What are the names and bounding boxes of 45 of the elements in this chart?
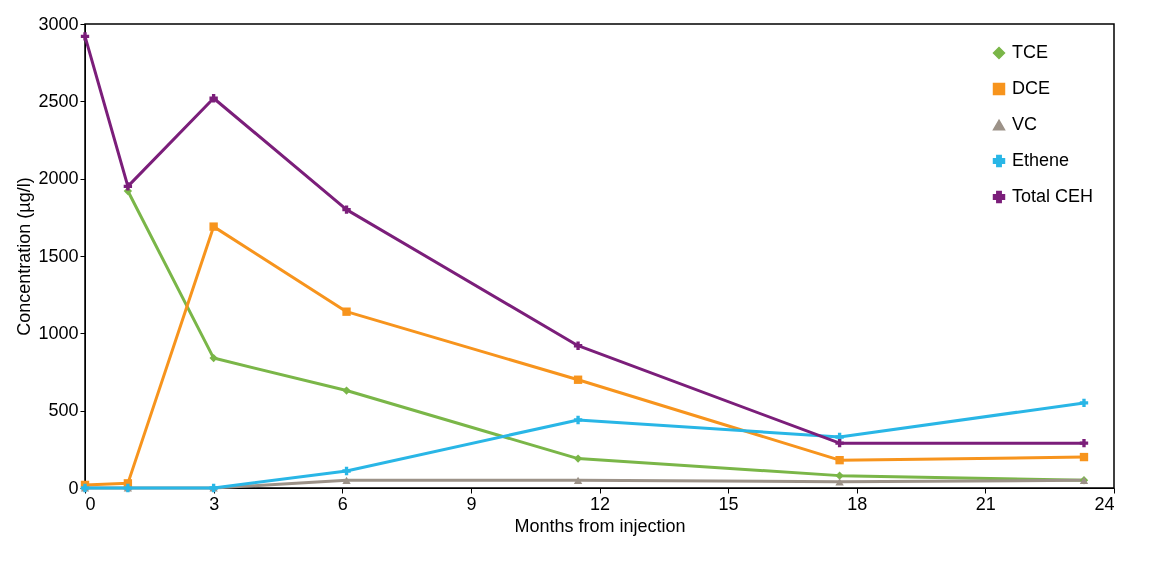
x-tick-label: 15: [718, 493, 739, 514]
point: [573, 454, 583, 463]
y-tick-label: 2500: [38, 90, 79, 111]
legend-label: Total CEH: [1012, 186, 1094, 206]
point: [835, 455, 844, 465]
y-tick-label: 1500: [38, 245, 79, 266]
y-tick-label: 1000: [38, 322, 79, 343]
y-tick-label: 500: [48, 400, 79, 421]
point: [209, 94, 218, 103]
x-tick-label: 18: [847, 493, 868, 514]
legend-label: Ethene: [1012, 150, 1070, 170]
y-tick-label: 3000: [38, 13, 79, 34]
point: [342, 307, 351, 316]
point: [573, 415, 583, 425]
point: [209, 222, 218, 231]
x-tick-label: 12: [589, 493, 611, 514]
y-axis-title: Concentration (µg/l): [14, 177, 35, 336]
x-tick-label: 6: [337, 493, 348, 514]
point: [573, 375, 583, 384]
point: [342, 466, 351, 476]
x-tick-label: 24: [1094, 493, 1115, 514]
point: [573, 476, 583, 484]
legend-label: TCE: [1012, 42, 1048, 62]
point: [1079, 398, 1089, 408]
point: [1079, 452, 1089, 462]
x-tick-label: 9: [466, 493, 477, 514]
point: [573, 341, 583, 350]
point: [80, 32, 90, 41]
point: [835, 438, 844, 448]
point: [835, 471, 844, 480]
point: [123, 182, 133, 191]
y-tick-label: 2000: [38, 168, 79, 189]
point: [342, 386, 351, 395]
x-tick-label: 0: [85, 493, 96, 514]
y-tick-label: 0: [68, 477, 79, 498]
legend-label: DCE: [1012, 78, 1051, 98]
x-axis-title: Months from injection: [514, 515, 686, 536]
legend-label: VC: [1012, 114, 1038, 134]
point: [835, 478, 844, 486]
x-tick-label: 21: [975, 493, 996, 514]
x-tick-label: 3: [209, 493, 220, 514]
point: [209, 353, 218, 363]
point: [342, 205, 351, 214]
point: [342, 476, 351, 484]
point: [1079, 438, 1089, 448]
